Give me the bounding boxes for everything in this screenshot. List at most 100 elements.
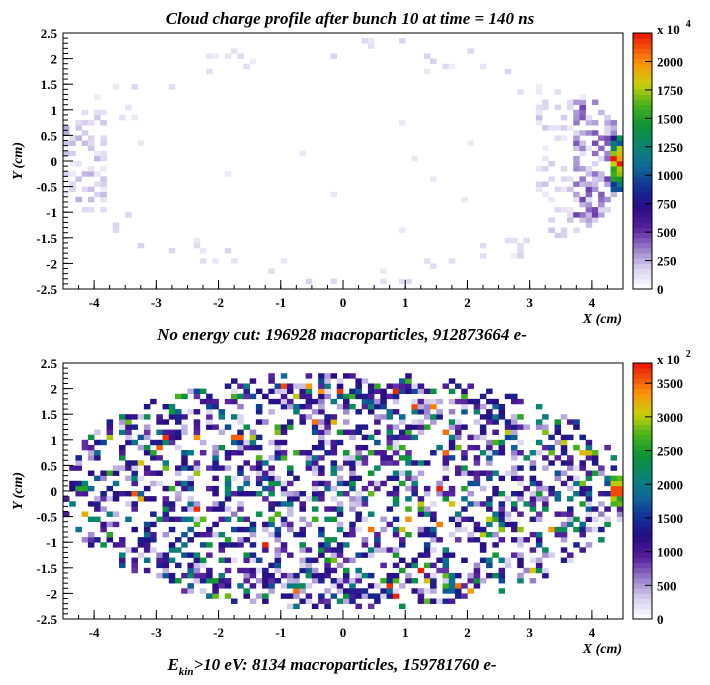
heatmap-cell xyxy=(100,166,107,172)
colorbar-tick-label: 1500 xyxy=(657,111,683,126)
heatmap-cell xyxy=(405,496,412,502)
heatmap-cell xyxy=(535,450,543,456)
heatmap-cell xyxy=(181,485,188,492)
heatmap-cell xyxy=(175,393,182,400)
heatmap-cell xyxy=(268,378,275,384)
heatmap-cell xyxy=(100,542,107,548)
heatmap-cell xyxy=(349,526,356,533)
y-tick-label: 0 xyxy=(51,154,58,169)
heatmap-cell xyxy=(137,460,145,466)
colorbar-swatch xyxy=(633,444,652,451)
heatmap-cell xyxy=(224,383,232,389)
heatmap-cell xyxy=(374,542,381,548)
heatmap-cell xyxy=(193,531,201,538)
heatmap-cell xyxy=(367,393,375,400)
heatmap-cell xyxy=(268,562,275,569)
multiplier-exponent: 2 xyxy=(686,349,691,360)
colorbar-swatch xyxy=(633,542,652,548)
heatmap-cell xyxy=(392,388,400,395)
heatmap-cell xyxy=(560,135,568,141)
heatmap-cell xyxy=(585,506,593,512)
heatmap-cell xyxy=(523,485,530,492)
heatmap-cell xyxy=(231,414,238,420)
heatmap-cell xyxy=(473,470,481,476)
heatmap-cell xyxy=(206,409,213,415)
heatmap-cell xyxy=(206,419,213,425)
heatmap-cell xyxy=(455,383,462,389)
heatmap-cell xyxy=(542,547,549,553)
heatmap-cells xyxy=(63,373,623,610)
x-tick-label: 0 xyxy=(340,625,347,640)
heatmap-cell xyxy=(591,207,599,213)
heatmap-cell xyxy=(212,521,219,528)
heatmap-cell xyxy=(411,398,418,405)
heatmap-cell xyxy=(455,583,462,589)
heatmap-cell xyxy=(423,68,431,75)
heatmap-cell xyxy=(374,485,381,492)
heatmap-cell xyxy=(249,491,257,497)
heatmap-cell xyxy=(255,409,263,415)
heatmap-cell xyxy=(517,496,524,502)
heatmap-cell xyxy=(218,542,226,548)
colorbar-swatch xyxy=(633,368,652,374)
heatmap-cell xyxy=(336,378,344,384)
heatmap-cell xyxy=(249,572,257,579)
heatmap-cell xyxy=(486,439,493,446)
heatmap-cell xyxy=(156,419,163,425)
heatmap-cell xyxy=(243,578,250,584)
heatmap-cell xyxy=(579,531,586,538)
heatmap-cell xyxy=(542,125,549,131)
heatmap-cell xyxy=(305,460,313,466)
heatmap-cell xyxy=(343,373,350,379)
colorbar-swatch xyxy=(633,104,652,111)
heatmap-cell xyxy=(199,248,207,254)
heatmap-cell xyxy=(100,475,107,482)
heatmap-cell xyxy=(100,109,107,116)
heatmap-cell xyxy=(212,588,219,594)
heatmap-cell xyxy=(498,414,506,420)
heatmap-cell xyxy=(411,155,418,162)
y-tick-label: 2.5 xyxy=(41,356,58,371)
heatmap-cell xyxy=(386,506,394,512)
heatmap-cell xyxy=(448,424,456,430)
heatmap-cell xyxy=(554,232,562,239)
heatmap-cell xyxy=(535,84,543,90)
heatmap-cell xyxy=(374,439,381,446)
heatmap-cell xyxy=(143,444,151,451)
colorbar-swatch xyxy=(633,109,652,116)
heatmap-cell xyxy=(585,455,593,461)
heatmap-cell xyxy=(199,450,207,456)
heatmap-cell xyxy=(112,521,120,528)
heatmap-cell xyxy=(162,567,170,574)
caption-subscript: kin xyxy=(179,666,194,678)
heatmap-cell xyxy=(69,480,76,487)
heatmap-cell xyxy=(598,511,605,517)
heatmap-cell xyxy=(542,465,549,471)
heatmap-cell xyxy=(504,557,512,563)
heatmap-cell xyxy=(280,542,288,548)
heatmap-cell xyxy=(168,84,176,90)
heatmap-cell xyxy=(231,378,238,384)
heatmap-cell xyxy=(479,578,487,584)
heatmap-cell xyxy=(542,429,549,435)
heatmap-cell xyxy=(318,547,325,553)
heatmap-cell xyxy=(224,516,232,523)
heatmap-cell xyxy=(212,491,219,497)
x-tick-label: 4 xyxy=(589,295,596,310)
heatmap-cell xyxy=(324,557,331,563)
heatmap-cell xyxy=(305,278,313,285)
heatmap-cell xyxy=(168,485,176,492)
heatmap-cell xyxy=(87,135,95,141)
heatmap-cell xyxy=(374,598,381,604)
heatmap-cell xyxy=(423,491,431,497)
heatmap-cell xyxy=(287,419,294,425)
heatmap-cell xyxy=(486,506,493,512)
heatmap-cell xyxy=(392,470,400,476)
heatmap-cell xyxy=(287,583,294,589)
x-tick-label: 4 xyxy=(589,625,596,640)
heatmap-cell xyxy=(573,480,580,487)
heatmap-cell xyxy=(193,572,201,579)
y-tick-label: 1.5 xyxy=(41,407,58,422)
heatmap-cell xyxy=(486,470,493,476)
heatmap-cell xyxy=(299,542,306,548)
